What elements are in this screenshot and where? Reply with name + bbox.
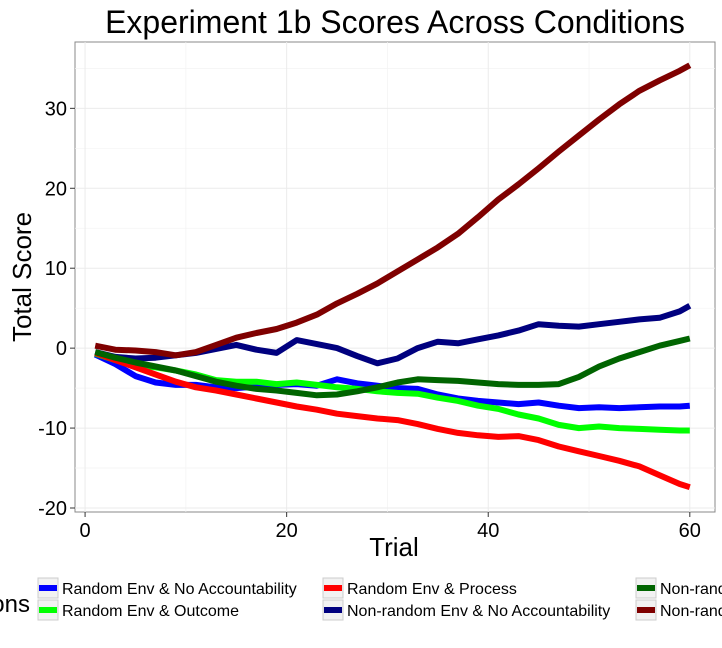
series-line [94,335,691,399]
y-tick-label: 0 [56,338,67,360]
y-tick-label: 30 [45,98,67,120]
legend-label: Non-random Env & Outcome [660,581,722,598]
legend-label: Random Env & Process [347,581,517,598]
chart-title: Experiment 1b Scores Across Conditions [105,4,685,40]
x-tick-label: 20 [276,520,298,542]
y-tick-label: -10 [38,418,67,440]
y-tick-label: 20 [45,178,67,200]
y-axis-label: Total Score [7,212,37,342]
x-tick-label: 40 [477,520,499,542]
series-line [94,350,691,491]
legend-label: Random Env & No Accountability [62,581,297,598]
x-tick-label: 0 [80,520,91,542]
x-axis-label: Trial [369,532,419,562]
legend-title: Conditions [0,591,30,618]
legend-label: Non-random Env & No Accountability [347,603,610,620]
legend: Random Env & No Accountability Random Env… [37,577,722,621]
legend-label: Random Env & Outcome [62,603,239,620]
series-line [94,62,692,359]
axis-ticks: 0 20 40 60 -20 -10 0 10 20 30 [38,98,701,542]
legend-label: Non-random Env & Process [660,603,722,620]
series-layer [93,62,692,491]
y-tick-label: 10 [45,258,67,280]
grid-lines [75,42,715,512]
plot-panel [74,41,716,513]
x-tick-label: 60 [679,520,701,542]
y-tick-label: -20 [38,498,67,520]
